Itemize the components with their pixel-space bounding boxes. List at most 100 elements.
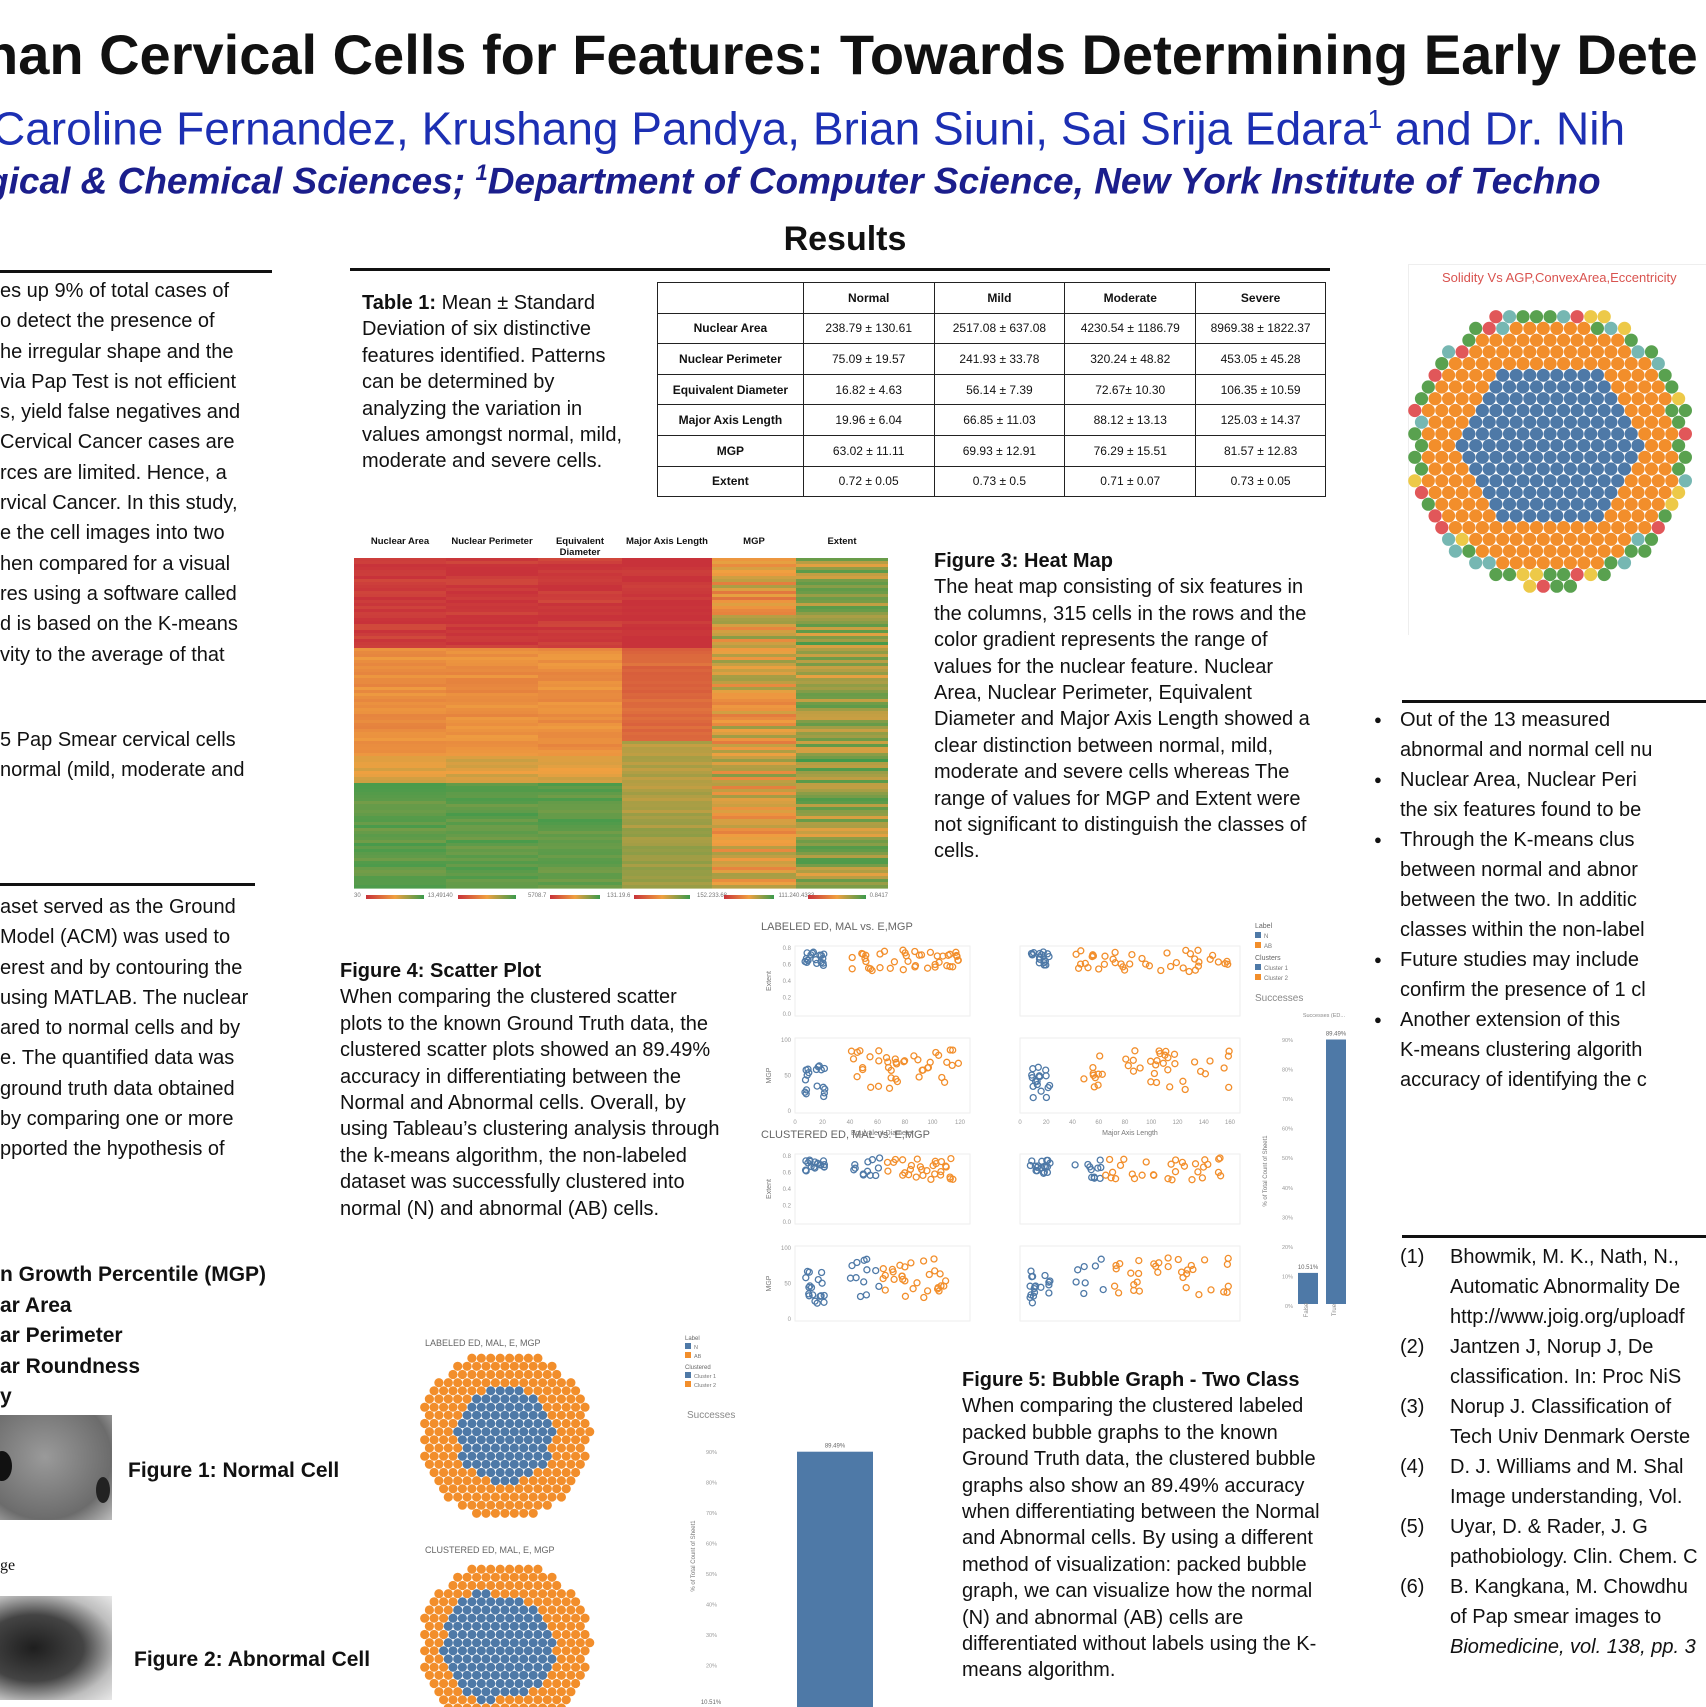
heatmap-cell — [354, 672, 446, 676]
bubble — [1624, 403, 1638, 418]
scatter-point — [949, 963, 957, 971]
heatmap-cell — [538, 678, 622, 682]
bubble-labeled-graph — [420, 1353, 595, 1518]
scatter-point — [1223, 1288, 1231, 1297]
heatmap-cell — [446, 789, 538, 793]
bubble — [439, 1662, 449, 1672]
scatter-point — [1028, 1299, 1037, 1307]
bubble — [424, 1459, 434, 1469]
bubble — [472, 1703, 482, 1707]
bubble — [1611, 521, 1625, 535]
heatmap-cell — [796, 759, 888, 763]
bubble — [1448, 544, 1462, 558]
bubble — [490, 1394, 500, 1404]
heatmap-column-header: MGP — [743, 536, 765, 547]
heatmap-cell — [622, 660, 712, 664]
heatmap-cell — [446, 807, 538, 811]
heatmap-cell — [796, 687, 888, 691]
bubble — [533, 1613, 543, 1623]
reference-line: pathobiology. Clin. Chem. C — [1450, 1546, 1698, 1568]
fig3-title: Figure 3: Heat Map — [934, 550, 1113, 572]
bubble — [1611, 333, 1625, 347]
scatter-point — [805, 1292, 813, 1300]
scatter-xtick: 120 — [1172, 1120, 1183, 1126]
bubble — [453, 1459, 463, 1469]
heatmap-cell — [354, 861, 446, 865]
bubble — [462, 1687, 472, 1697]
intro-line: rces are limited. Hence, a — [0, 461, 227, 484]
conclusion-line: K-means clustering algorith — [1400, 1039, 1643, 1061]
heatmap-cell — [538, 726, 622, 730]
heatmap-cell — [538, 702, 622, 706]
heatmap-cell — [712, 729, 796, 733]
bubble — [420, 1629, 430, 1640]
heatmap-cell — [538, 657, 622, 661]
heatmap-cell — [354, 573, 446, 577]
intro-text: es up 9% of total cases of o detect the p… — [0, 276, 265, 670]
bubble — [514, 1646, 524, 1656]
bubble — [453, 1427, 463, 1437]
scatter-ylabel: Extent — [766, 1179, 773, 1199]
heatmap-cell — [712, 774, 796, 778]
heatmap-scale-max: 131.1 — [606, 893, 622, 899]
scatter-point — [925, 1270, 933, 1279]
bubble — [1516, 310, 1530, 324]
reference-line: of Pap smear images to — [1450, 1606, 1662, 1628]
bubble — [462, 1589, 472, 1599]
scatter-point — [927, 1175, 935, 1184]
bubble — [1509, 321, 1523, 335]
heatmap-cell — [796, 828, 888, 832]
bubble — [434, 1654, 444, 1664]
table-row-header: Nuclear Area — [657, 312, 804, 345]
bubble — [495, 1435, 505, 1445]
heatmap-cell — [538, 573, 622, 577]
table-row: MGP 63.02 ± 11.11 69.93 ± 12.91 76.29 ± 15.… — [657, 434, 1326, 467]
bubble — [528, 1621, 538, 1631]
scatter-ylabel: MGP — [766, 1275, 773, 1291]
heatmap-cell — [538, 864, 622, 868]
bubble — [552, 1597, 562, 1607]
heatmap-cell — [354, 660, 446, 664]
heatmap-cell — [538, 675, 622, 679]
bubble — [1651, 380, 1665, 394]
bubble — [429, 1662, 439, 1672]
heatmap-cell — [538, 585, 622, 589]
reference-number: (4) — [1400, 1456, 1425, 1478]
heatmap-cell — [712, 561, 796, 565]
heatmap-cell — [538, 882, 622, 886]
bubble — [533, 1580, 543, 1591]
feature-list: n Growth Percentile (MGP) ar Area ar Perim… — [0, 1260, 266, 1413]
bubble — [1523, 462, 1537, 476]
bubble — [509, 1621, 519, 1631]
heatmap-cell — [622, 789, 712, 793]
scatter-ytick: 50 — [784, 1074, 791, 1080]
bubble — [448, 1467, 458, 1478]
heatmap-cell — [538, 615, 622, 619]
bubble — [538, 1378, 548, 1388]
scatter-point — [1111, 948, 1119, 957]
heatmap-cell — [796, 795, 888, 799]
scatter-point — [875, 1154, 884, 1162]
heatmap-cell — [538, 666, 622, 670]
bubble — [552, 1629, 562, 1640]
fig5-caption: Figure 5: Bubble Graph - Two Class When … — [962, 1367, 1342, 1684]
bubble — [1482, 532, 1496, 546]
scatter-point — [811, 1297, 819, 1305]
heatmap-cell — [446, 726, 538, 730]
bubble — [457, 1597, 467, 1607]
scatter-point — [1081, 959, 1089, 968]
heatmap-cell — [622, 684, 712, 688]
scatter-point — [1214, 958, 1223, 966]
heatmap-cell — [622, 837, 712, 841]
bubble — [1475, 333, 1489, 347]
heatmap-cell — [712, 756, 796, 760]
bubble — [1516, 567, 1530, 582]
bubble — [476, 1451, 486, 1461]
scatter-point — [859, 950, 867, 958]
heatmap-cell — [538, 789, 622, 793]
heatmap-scale: 33.68 111.24 — [712, 892, 796, 902]
heatmap-scale-bar — [808, 895, 866, 899]
normal-cell-spot — [96, 1477, 110, 1503]
scatter-point — [820, 1163, 828, 1171]
